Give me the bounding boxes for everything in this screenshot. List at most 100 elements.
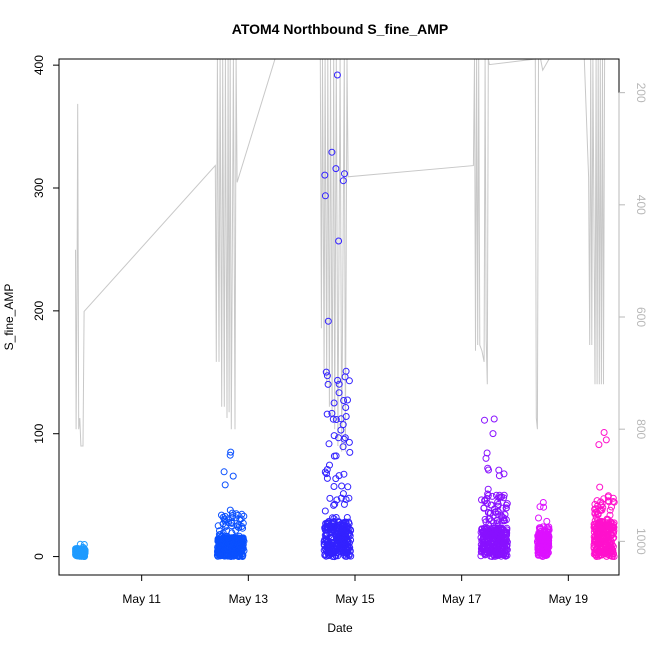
data-point (342, 404, 350, 411)
data-point (332, 452, 340, 460)
data-point (598, 530, 606, 538)
data-point (330, 399, 338, 407)
data-point (536, 503, 544, 511)
data-point (346, 448, 354, 456)
data-point (503, 500, 511, 508)
data-point (232, 536, 240, 544)
data-point (478, 525, 486, 533)
data-point (332, 165, 340, 173)
data-point (228, 514, 236, 522)
x-axis-label: Date (327, 621, 353, 635)
data-point (322, 531, 330, 539)
x-tick-label: May 15 (335, 592, 375, 606)
data-points-layer (72, 71, 618, 561)
data-point (346, 547, 354, 555)
x-axis: May 11 May 13 May 15 May 17 May 19 (122, 574, 588, 606)
data-point (594, 510, 602, 518)
data-point (240, 537, 248, 545)
right-y-tick-label: 200 (634, 83, 648, 103)
data-point (232, 510, 240, 518)
data-point (216, 546, 224, 554)
data-point (215, 536, 223, 544)
data-point (80, 541, 88, 548)
data-point (500, 470, 508, 478)
data-point (224, 545, 232, 553)
data-point (333, 540, 341, 548)
data-point (592, 551, 600, 559)
data-point (500, 528, 508, 536)
data-point (323, 410, 331, 418)
data-point (344, 396, 351, 404)
data-point (73, 547, 81, 555)
y-tick-label: 0 (32, 553, 46, 560)
right-y-tick-label: 400 (634, 195, 648, 215)
data-point (329, 415, 337, 423)
data-point (321, 507, 329, 515)
data-point (487, 501, 495, 509)
data-point (494, 541, 502, 549)
data-point (540, 503, 548, 511)
data-point (341, 170, 348, 178)
data-point (339, 177, 347, 185)
data-point (335, 389, 343, 397)
x-tick-label: May 11 (122, 592, 161, 606)
data-point (332, 530, 340, 538)
data-point (602, 436, 610, 444)
data-point (335, 380, 343, 388)
data-point (326, 494, 334, 502)
data-point (232, 526, 240, 534)
data-point (341, 552, 349, 560)
data-point (480, 536, 488, 544)
data-point (591, 510, 599, 518)
data-point (536, 532, 544, 540)
data-point (324, 380, 332, 388)
data-point (334, 376, 342, 384)
data-point-max (490, 415, 498, 423)
data-point (229, 472, 237, 480)
secondary-series-line (75, 58, 606, 452)
data-point (332, 547, 340, 555)
right-y-tick-label: 800 (634, 419, 648, 439)
data-point (596, 483, 604, 491)
data-point (590, 550, 598, 558)
data-point (321, 171, 329, 179)
data-point (490, 537, 497, 544)
data-point (484, 490, 492, 498)
data-point (332, 416, 340, 423)
data-point (323, 470, 330, 478)
data-point (342, 519, 350, 527)
data-point (323, 372, 331, 380)
data-point (593, 497, 601, 505)
data-point (599, 545, 607, 553)
data-point (220, 468, 228, 476)
data-point (598, 537, 606, 545)
data-point (330, 483, 338, 490)
data-point (335, 237, 343, 245)
data-point (331, 500, 339, 508)
data-point (478, 543, 486, 551)
data-point (609, 543, 617, 551)
data-point (226, 451, 234, 459)
data-point (216, 527, 223, 535)
data-point (220, 552, 228, 560)
data-point (483, 548, 491, 556)
data-point (535, 514, 542, 522)
data-point (337, 426, 345, 434)
data-point (599, 504, 607, 512)
data-point (340, 549, 348, 556)
data-point (76, 548, 84, 556)
data-point (339, 545, 347, 553)
data-point (481, 529, 489, 537)
data-point (333, 496, 341, 504)
x-tick-label: May 17 (442, 592, 482, 606)
data-point (540, 531, 548, 539)
data-point (214, 522, 222, 530)
data-point (346, 530, 353, 538)
data-point (591, 521, 599, 529)
data-point (341, 538, 348, 546)
data-point (239, 524, 247, 532)
data-point (534, 533, 542, 541)
y-tick-label: 200 (32, 301, 46, 321)
data-point-max (227, 448, 235, 456)
data-point (596, 533, 604, 541)
